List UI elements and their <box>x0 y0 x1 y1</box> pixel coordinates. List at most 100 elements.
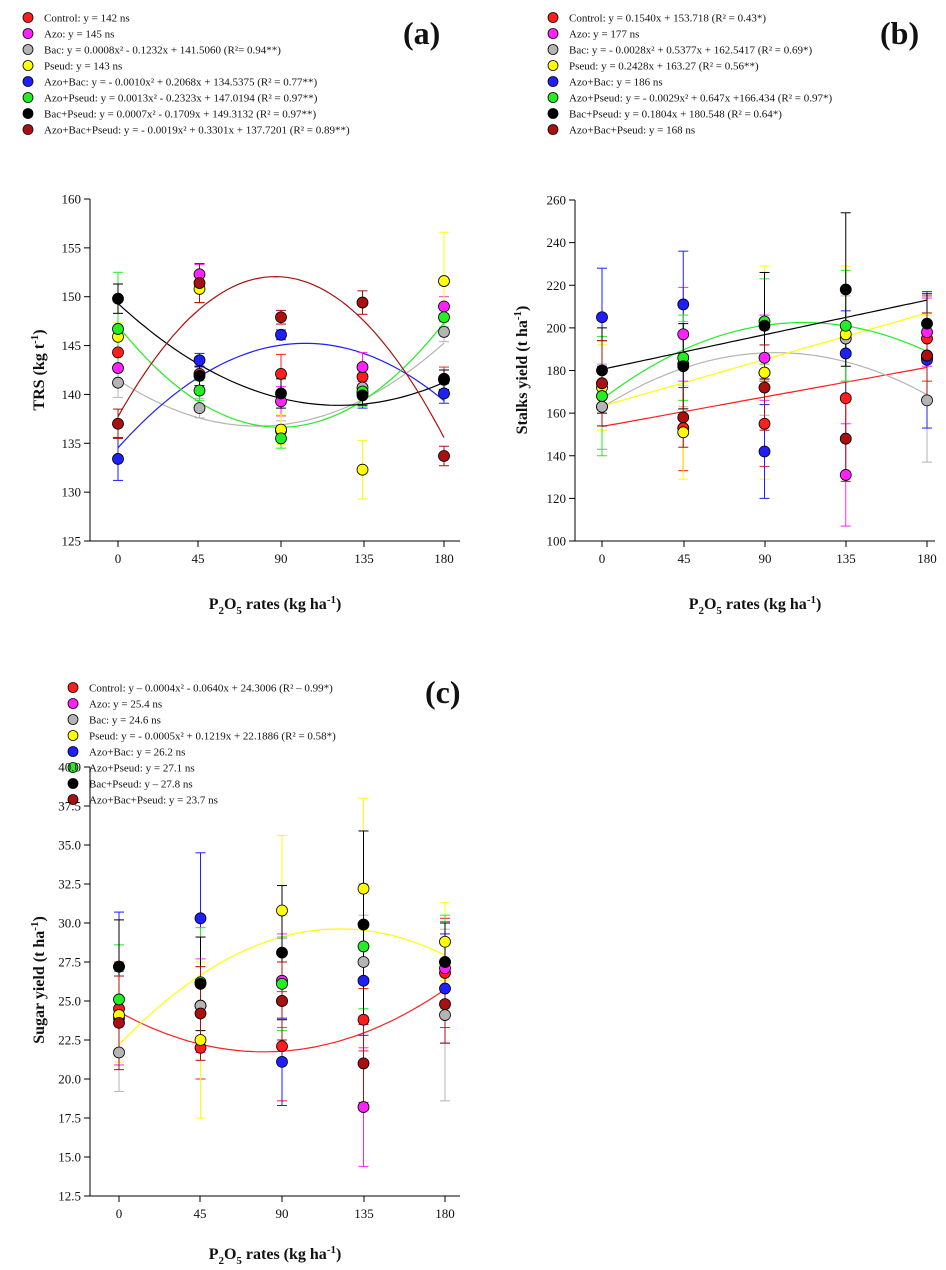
data-point <box>596 311 608 324</box>
y-axis-label-part: -1 <box>512 311 524 320</box>
x-tick-label: 180 <box>434 551 454 566</box>
x-axis-label-part: rates (kg ha <box>242 1246 327 1263</box>
x-tick-label: 180 <box>435 1206 455 1221</box>
data-point <box>596 390 608 402</box>
x-tick-label: 135 <box>354 551 374 566</box>
data-point <box>275 328 287 341</box>
data-point <box>194 912 207 925</box>
data-point <box>438 311 450 324</box>
data-point <box>357 1101 370 1113</box>
y-axis-label-part: -1 <box>29 922 41 931</box>
y-tick-label: 40.0 <box>58 760 81 775</box>
x-axis-label-part: ) <box>816 596 821 613</box>
y-tick-label: 35.0 <box>58 838 81 853</box>
data-point <box>758 366 771 379</box>
data-point <box>112 417 124 430</box>
data-point <box>357 1013 370 1026</box>
y-tick-label: 220 <box>547 278 567 293</box>
data-point <box>357 918 370 931</box>
data-point <box>438 300 450 313</box>
x-axis-label-part: 2 <box>218 1255 224 1267</box>
data-point <box>677 328 690 341</box>
data-point <box>356 370 369 383</box>
data-point <box>439 956 451 968</box>
panel-label: (b) <box>880 15 919 51</box>
legend-entry: Azo: y = 145 ns <box>44 29 114 41</box>
data-point <box>677 411 690 424</box>
data-point <box>921 394 933 407</box>
x-axis-label-part: P <box>209 1246 219 1263</box>
data-point <box>438 373 450 386</box>
panel-label: (c) <box>425 674 461 710</box>
y-tick-label: 27.5 <box>58 955 81 970</box>
x-tick-label: 0 <box>115 551 122 566</box>
data-point <box>438 325 450 338</box>
legend-marker <box>67 762 79 773</box>
data-point <box>921 317 933 330</box>
data-point <box>839 392 852 405</box>
fit-line <box>117 275 445 438</box>
data-point <box>439 1009 451 1021</box>
x-axis-label-part: P <box>689 596 699 613</box>
y-axis-label-part: Stalks yield (t ha <box>514 320 531 434</box>
x-axis-label-part: 5 <box>236 605 242 617</box>
data-point <box>275 368 287 380</box>
y-tick-label: 22.5 <box>58 1033 81 1048</box>
y-tick-label: 160 <box>547 406 567 421</box>
x-tick-label: 45 <box>192 551 205 566</box>
data-point <box>758 381 771 394</box>
x-axis-label-part: -1 <box>327 1244 336 1256</box>
x-tick-label: 90 <box>759 551 772 566</box>
y-tick-label: 20.0 <box>58 1072 81 1087</box>
legend-marker <box>22 44 34 55</box>
legend-marker <box>547 76 559 87</box>
data-point <box>193 277 206 289</box>
x-tick-label: 90 <box>275 551 288 566</box>
legend-marker <box>67 778 79 789</box>
data-point <box>921 349 933 362</box>
data-point <box>112 362 124 374</box>
data-point <box>193 402 206 415</box>
panel-1: (b) Control: y = 0.1540x + 153.718 (R² = … <box>512 12 937 617</box>
data-point <box>194 977 207 990</box>
x-tick-label: 45 <box>194 1206 207 1221</box>
data-point <box>438 450 450 462</box>
x-axis-label-part: O <box>704 596 716 613</box>
data-point <box>596 377 608 390</box>
data-point <box>112 346 124 359</box>
y-axis-label: Sugar yield (t ha-1) <box>29 916 48 1044</box>
data-point <box>677 360 690 373</box>
legend-marker <box>22 92 34 103</box>
y-axis-label: Stalks yield (t ha-1) <box>512 306 531 435</box>
data-point <box>112 292 124 305</box>
data-point <box>276 977 288 990</box>
x-axis-label-part: 5 <box>716 605 722 617</box>
data-point <box>193 354 206 367</box>
fit-line <box>117 342 445 449</box>
x-axis-label-part: 2 <box>218 605 224 617</box>
legend-entry: Bac: y = 24.6 ns <box>89 715 161 727</box>
legend-entry: Azo+Pseud: y = - 0.0029x² + 0.647x +166.… <box>569 93 832 105</box>
data-point <box>276 946 288 959</box>
legend-marker <box>67 714 79 725</box>
data-point <box>596 364 608 377</box>
data-point <box>276 1055 288 1068</box>
legend-entry: Azo+Bac: y = 26.2 ns <box>89 747 185 759</box>
x-tick-label: 0 <box>116 1206 123 1221</box>
legend-entry: Pseud: y = 143 ns <box>44 61 122 73</box>
legend-entry: Bac: y = - 0.0028x² + 0.5377x + 162.5417… <box>569 45 812 57</box>
data-point <box>439 935 451 948</box>
x-axis-label-part: rates (kg ha <box>242 596 327 613</box>
data-point <box>356 361 369 373</box>
y-tick-label: 155 <box>62 240 82 255</box>
data-point <box>839 283 852 296</box>
x-axis-label: P2O5 rates (kg ha-1) <box>209 594 342 617</box>
data-point <box>439 998 451 1011</box>
y-tick-label: 145 <box>62 338 82 353</box>
legend-marker <box>547 124 559 135</box>
data-point <box>596 400 608 413</box>
legend-marker <box>22 12 34 23</box>
data-point <box>275 432 287 445</box>
data-point <box>275 311 287 324</box>
y-tick-label: 240 <box>547 235 567 250</box>
